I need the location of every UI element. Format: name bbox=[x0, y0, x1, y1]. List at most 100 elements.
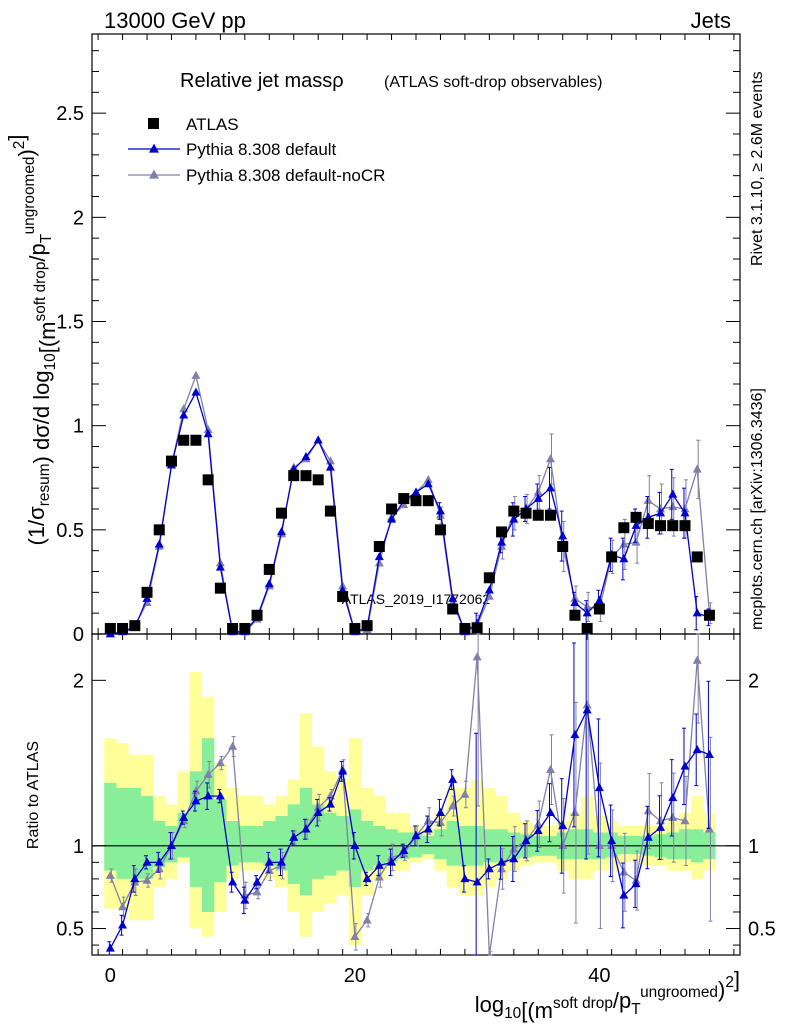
data-point bbox=[203, 424, 213, 434]
data-point bbox=[667, 520, 679, 532]
data-point bbox=[422, 495, 434, 507]
data-point bbox=[643, 495, 653, 504]
header-energy: 13000 GeV pp bbox=[104, 8, 246, 33]
legend: ATLAS Pythia 8.308 default Pythia 8.308 de… bbox=[128, 115, 385, 185]
data-point bbox=[619, 890, 629, 899]
data-point bbox=[460, 789, 470, 798]
data-point bbox=[118, 902, 128, 911]
data-point bbox=[558, 821, 568, 830]
data-point bbox=[680, 816, 690, 825]
data-point bbox=[166, 840, 176, 850]
data-point bbox=[165, 455, 177, 467]
data-point bbox=[484, 864, 494, 873]
data-point bbox=[215, 562, 225, 571]
data-point bbox=[154, 539, 164, 548]
ratio-ytick-label: 0.5 bbox=[56, 919, 84, 941]
legend-label-nocr: Pythia 8.308 default-noCR bbox=[186, 166, 385, 185]
chart-title: Relative jet massρ bbox=[180, 70, 344, 92]
data-point bbox=[582, 705, 592, 714]
data-point bbox=[105, 870, 115, 879]
data-point bbox=[227, 623, 239, 634]
ratio-ytick-label: 1 bbox=[73, 836, 84, 858]
ratio-ylabel: Ratio to ATLAS bbox=[25, 741, 42, 849]
data-point bbox=[349, 623, 361, 634]
data-point bbox=[252, 887, 262, 896]
data-point bbox=[398, 493, 410, 505]
data-point bbox=[300, 470, 312, 482]
chart-subtitle: (ATLAS soft-drop observables) bbox=[384, 74, 602, 91]
data-point bbox=[142, 857, 152, 866]
data-point bbox=[141, 586, 153, 598]
data-point bbox=[448, 801, 458, 810]
data-point bbox=[459, 623, 471, 634]
data-point bbox=[570, 597, 580, 606]
data-point bbox=[240, 895, 250, 904]
data-point bbox=[532, 509, 544, 521]
data-point bbox=[386, 503, 398, 515]
data-point bbox=[668, 502, 678, 511]
data-point bbox=[337, 591, 349, 602]
data-point bbox=[288, 470, 300, 482]
data-point bbox=[178, 434, 190, 446]
data-point bbox=[509, 844, 519, 853]
watermark: ATLAS_2019_I1772062 bbox=[342, 591, 491, 607]
data-point bbox=[252, 877, 262, 886]
data-point bbox=[423, 816, 433, 825]
main-ytick-label: 0.5 bbox=[56, 520, 84, 542]
data-point bbox=[264, 579, 274, 588]
data-point bbox=[593, 603, 605, 615]
main-ylabel: (1/σresum) dσ/d log10[(msoft drop/pTungr… bbox=[4, 134, 60, 545]
data-point bbox=[118, 920, 128, 929]
data-point bbox=[545, 807, 555, 816]
data-point bbox=[374, 558, 384, 567]
data-point bbox=[570, 593, 580, 602]
data-point bbox=[582, 602, 592, 611]
main-ytick-label: 2 bbox=[73, 207, 84, 229]
data-point bbox=[668, 489, 678, 498]
main-ytick-label: 0 bbox=[73, 624, 84, 646]
data-point bbox=[105, 943, 115, 952]
data-point bbox=[289, 832, 299, 841]
header-process: Jets bbox=[691, 8, 731, 33]
data-point bbox=[423, 479, 433, 488]
data-point bbox=[680, 761, 690, 770]
data-point bbox=[692, 744, 702, 754]
data-point bbox=[154, 857, 164, 866]
ratio-xlabel: log10[(msoft drop/pTungroomed)2] bbox=[475, 967, 740, 1023]
data-point bbox=[191, 786, 201, 795]
data-point bbox=[692, 608, 702, 617]
data-point bbox=[117, 623, 129, 634]
data-point bbox=[521, 835, 531, 845]
data-point bbox=[704, 749, 714, 759]
data-point bbox=[313, 802, 323, 811]
data-point bbox=[692, 464, 702, 473]
data-point bbox=[643, 806, 653, 815]
series-line bbox=[110, 390, 710, 635]
data-point bbox=[179, 410, 189, 419]
data-point bbox=[374, 860, 384, 869]
data-point bbox=[251, 609, 263, 621]
data-point bbox=[655, 520, 667, 532]
data-point bbox=[387, 514, 397, 523]
data-point bbox=[581, 623, 593, 634]
data-point bbox=[656, 822, 666, 831]
data-point bbox=[387, 852, 397, 861]
data-point bbox=[263, 563, 275, 575]
legend-label-atlas: ATLAS bbox=[186, 115, 239, 134]
data-point bbox=[460, 874, 470, 883]
ratio-xtick-label: 40 bbox=[588, 965, 610, 987]
data-point bbox=[324, 505, 336, 517]
data-point bbox=[533, 487, 543, 496]
data-point bbox=[631, 878, 641, 888]
data-point bbox=[190, 434, 202, 446]
data-point bbox=[203, 769, 213, 778]
data-point bbox=[361, 620, 373, 632]
data-point bbox=[228, 877, 238, 886]
data-point bbox=[301, 452, 311, 461]
data-point bbox=[582, 608, 592, 617]
data-point bbox=[448, 593, 458, 602]
data-point bbox=[350, 840, 360, 850]
data-point bbox=[618, 522, 630, 534]
data-point bbox=[373, 541, 385, 552]
